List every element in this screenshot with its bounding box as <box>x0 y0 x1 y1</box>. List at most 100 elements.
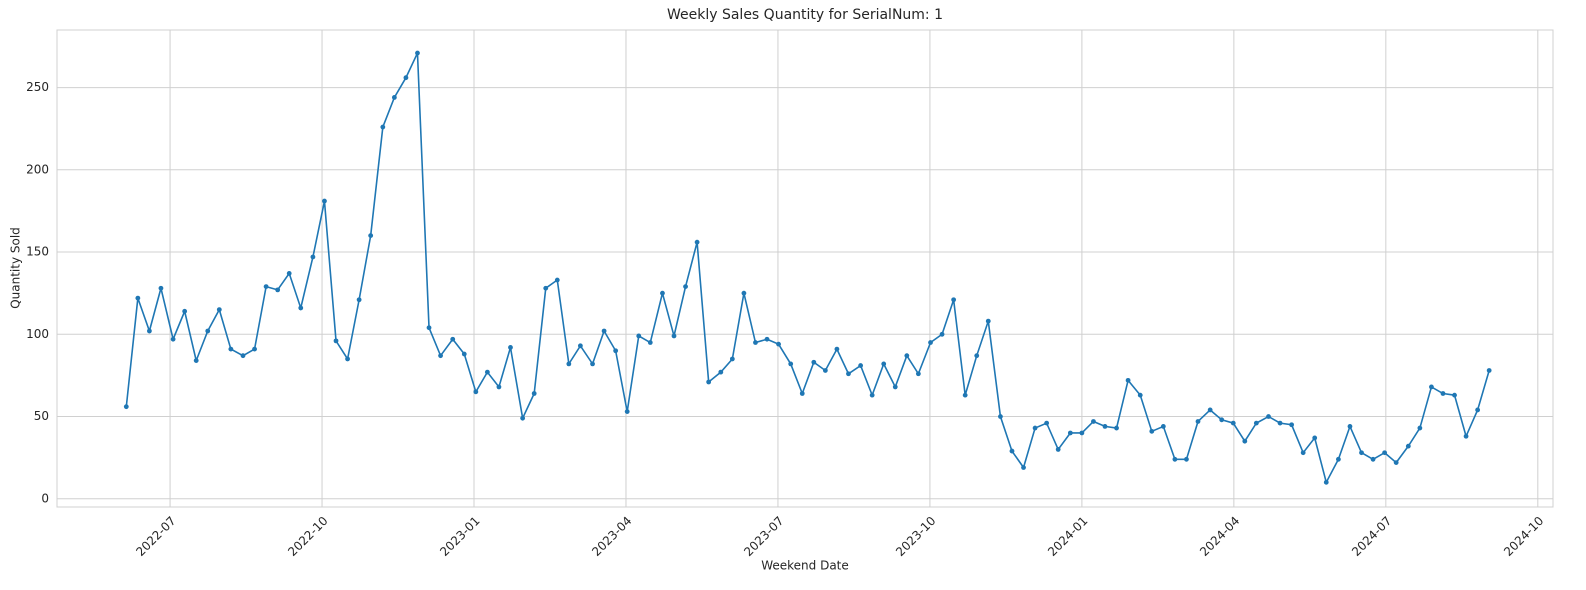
data-point <box>1242 438 1248 444</box>
data-point <box>1125 377 1131 383</box>
x-tick-label: 2023-01 <box>437 514 482 559</box>
data-point <box>520 415 526 421</box>
data-point <box>1347 424 1353 429</box>
data-point <box>566 361 572 367</box>
data-point <box>1253 420 1259 426</box>
data-point <box>1195 419 1201 424</box>
data-point <box>683 284 688 289</box>
data-point <box>881 361 887 367</box>
data-point <box>426 325 432 331</box>
data-point <box>275 287 281 293</box>
data-point <box>240 353 246 359</box>
data-point <box>1486 368 1492 373</box>
data-point <box>286 271 292 276</box>
data-point <box>671 333 677 339</box>
x-tick-label: 2022-07 <box>133 514 178 559</box>
data-point <box>892 384 898 390</box>
data-point <box>1475 407 1481 413</box>
data-point <box>590 361 595 367</box>
data-point <box>484 369 490 375</box>
data-point <box>146 328 152 334</box>
data-point <box>496 384 502 390</box>
data-point <box>450 336 456 342</box>
x-tick-label: 2023-07 <box>741 514 786 559</box>
data-point <box>904 353 910 359</box>
data-point <box>368 233 374 239</box>
y-tick-label: 0 <box>41 491 49 505</box>
data-point <box>1114 425 1119 431</box>
data-point <box>928 340 933 345</box>
data-point <box>915 371 921 377</box>
y-tick-label: 50 <box>34 409 49 423</box>
data-point <box>1266 414 1271 419</box>
data-point <box>729 356 735 362</box>
data-point <box>822 368 828 373</box>
data-point <box>858 363 864 368</box>
data-point <box>1440 391 1446 396</box>
data-point <box>1277 420 1283 426</box>
data-point <box>962 392 968 398</box>
data-line <box>125 52 1490 485</box>
data-point <box>1300 450 1306 456</box>
data-point <box>554 277 560 283</box>
data-point <box>1323 479 1329 485</box>
data-point <box>216 307 222 313</box>
data-point <box>403 75 409 81</box>
x-tick-label: 2023-10 <box>893 514 938 559</box>
data-point <box>438 353 443 359</box>
data-point <box>647 340 653 345</box>
data-point <box>1067 430 1073 436</box>
data-point <box>799 391 805 396</box>
data-point <box>380 124 386 130</box>
data-point <box>1102 424 1108 429</box>
data-point <box>228 346 234 352</box>
data-point <box>1184 456 1189 462</box>
data-point <box>1429 384 1434 390</box>
data-point <box>1393 460 1399 465</box>
data-point <box>811 359 817 365</box>
data-point <box>123 404 129 410</box>
data-point <box>764 336 770 342</box>
data-point <box>869 392 875 398</box>
data-point <box>1289 422 1295 428</box>
data-point <box>252 346 257 352</box>
data-point <box>415 50 420 56</box>
data-point <box>939 331 945 337</box>
data-point <box>613 348 619 354</box>
data-point <box>1044 420 1050 426</box>
data-point <box>788 361 794 367</box>
data-point <box>170 336 176 342</box>
data-point <box>473 389 479 395</box>
data-point <box>531 391 537 396</box>
data-point <box>718 369 724 375</box>
y-tick-label: 150 <box>26 245 49 259</box>
data-point <box>1359 450 1364 456</box>
data-point <box>1032 425 1038 431</box>
data-point <box>543 285 549 291</box>
data-point <box>998 414 1003 419</box>
data-point <box>601 328 607 334</box>
data-point <box>1091 419 1096 424</box>
data-point <box>985 318 991 324</box>
data-point <box>577 343 583 349</box>
data-point <box>1382 450 1388 456</box>
data-point <box>158 285 164 291</box>
data-point <box>974 353 980 359</box>
data-point <box>1079 430 1085 436</box>
chart-title: Weekly Sales Quantity for SerialNum: 1 <box>667 7 943 23</box>
data-point <box>624 409 630 414</box>
data-point <box>508 345 513 350</box>
data-point <box>333 338 339 344</box>
data-point <box>706 379 712 385</box>
data-point <box>1463 433 1469 439</box>
data-point <box>1021 465 1026 470</box>
plot-frame <box>56 29 1554 508</box>
data-point <box>1207 407 1213 413</box>
x-tick-label: 2024-01 <box>1045 514 1090 559</box>
data-point <box>753 340 758 345</box>
data-point <box>1312 435 1318 441</box>
data-point <box>1452 392 1457 398</box>
data-point <box>356 297 362 303</box>
